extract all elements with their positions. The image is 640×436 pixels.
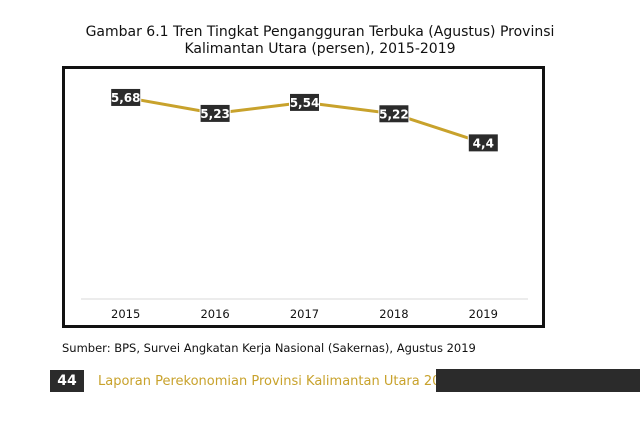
chart-title: Gambar 6.1 Tren Tingkat Pengangguran Ter… — [60, 24, 580, 58]
data-label-box — [289, 92, 320, 112]
line-chart: 5,68 5,23 5,54 5,22 4,4 2015 2016 2017 2018 2019 — [81, 87, 528, 321]
data-label-box — [199, 103, 231, 123]
data-label-box — [467, 133, 499, 153]
chart-frame: 5,68 5,23 5,54 5,22 4,4 2015 2016 2017 2018 2019 — [62, 66, 545, 328]
data-label-box — [378, 104, 410, 124]
data-label: 5,22 — [379, 107, 409, 121]
x-tick-label: 2017 — [290, 307, 319, 321]
x-tick-label: 2019 — [469, 307, 498, 321]
x-tick-label: 2015 — [111, 307, 140, 321]
data-label-box — [110, 87, 142, 107]
data-label: 5,68 — [111, 91, 141, 105]
data-label: 4,4 — [473, 136, 494, 150]
source-note: Sumber: BPS, Survei Angkatan Kerja Nasio… — [62, 341, 476, 355]
footer-bar — [436, 369, 640, 392]
data-label: 5,54 — [290, 96, 320, 110]
x-tick-label: 2016 — [200, 307, 229, 321]
page-number: 44 — [50, 370, 84, 392]
chart-title-line-2: Kalimantan Utara (persen), 2015-2019 — [184, 41, 456, 57]
chart-title-line-1: Gambar 6.1 Tren Tingkat Pengangguran Ter… — [85, 24, 555, 40]
x-tick-label: 2018 — [379, 307, 408, 321]
report-title: Laporan Perekonomian Provinsi Kalimantan… — [98, 374, 457, 389]
data-label: 5,23 — [200, 107, 230, 121]
